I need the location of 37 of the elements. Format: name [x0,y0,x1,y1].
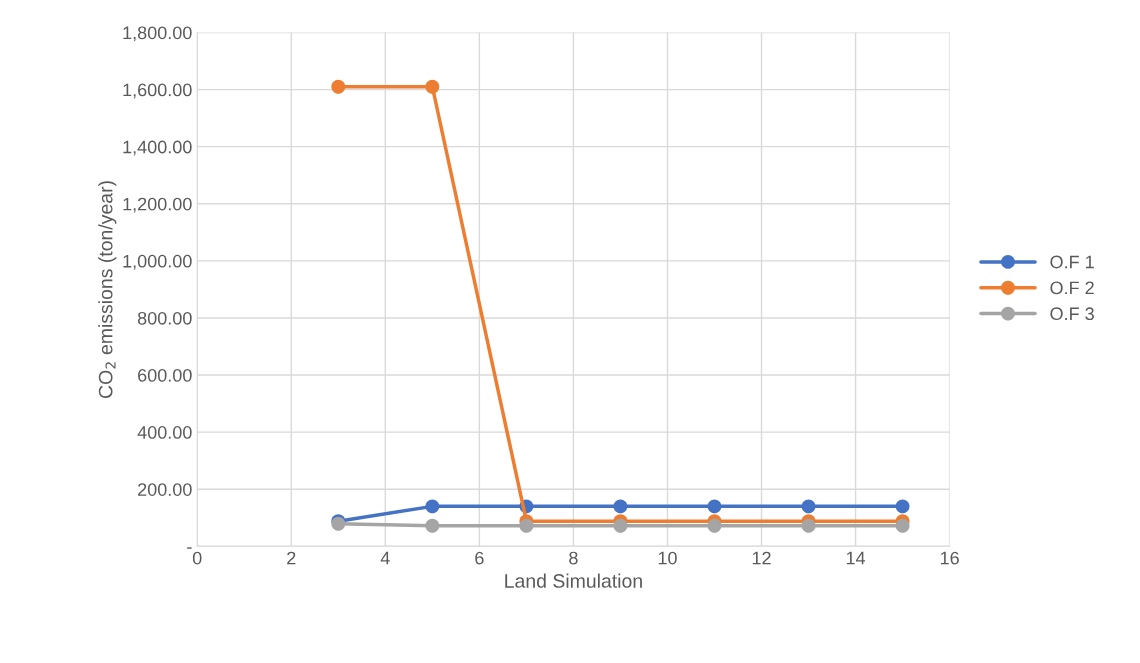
point [801,518,816,533]
point [425,518,440,533]
legend-label: O.F 1 [1050,255,1094,269]
x-axis-title: Land Simulation [505,573,642,588]
y-tick-label: 1,600.00 [123,83,192,99]
x-tick-label: 10 [658,551,677,565]
y-tick-label: 1,800.00 [123,26,192,42]
y-tick-label: - [187,547,192,549]
x-tick-label: 14 [846,551,866,565]
y-tick-label: 600.00 [138,368,192,382]
point [707,518,722,533]
point [331,79,346,94]
x-tick-label: 2 [287,551,296,565]
point [425,499,440,514]
y-axis-title: CO$_{2}$ emissions (ton/year) [98,181,117,398]
y-tick-label: 1,200.00 [123,197,192,213]
y-tick-label: 1,400.00 [123,140,192,156]
y-tick-label: 1,000.00 [123,254,192,270]
x-tick-label: 6 [475,551,484,565]
legend-label: O.F 3 [1050,307,1094,321]
point [613,499,628,514]
x-tick-label: 0 [192,551,202,565]
y-tick-label: 200.00 [138,483,192,496]
point [801,499,816,514]
y-tick-label: 800.00 [137,311,192,325]
point [707,499,722,514]
x-tick-label: 8 [569,551,578,565]
point [425,79,440,94]
point [519,518,534,533]
legend-label: O.F 2 [1050,281,1094,295]
x-tick-label: 12 [752,551,771,565]
y-tick-label: 400.00 [137,426,192,439]
point [613,518,628,533]
point [895,499,910,514]
x-tick-label: 16 [940,551,959,565]
x-tick-label: 4 [380,551,390,565]
point [895,518,910,533]
